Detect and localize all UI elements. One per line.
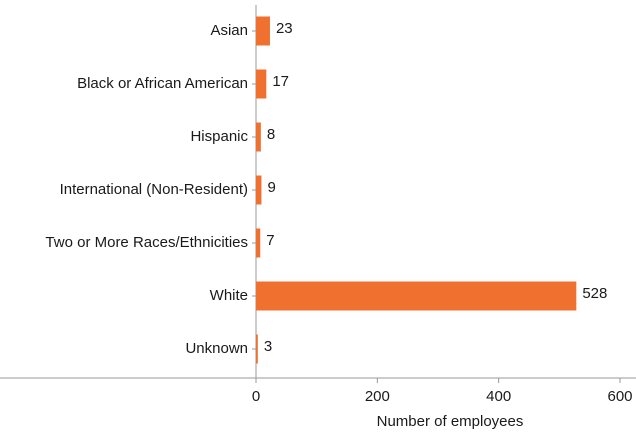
bar — [256, 122, 261, 152]
x-axis-title: Number of employees — [377, 413, 524, 430]
data-label: 8 — [267, 126, 275, 143]
data-label: 3 — [264, 338, 272, 355]
bar — [256, 16, 270, 46]
data-label: 23 — [276, 20, 293, 37]
category-label: Black or African American — [77, 75, 248, 92]
category-label: Two or More Races/Ethnicities — [45, 234, 248, 251]
category-labels-group: Asian Black or African American Hispanic In… — [45, 22, 248, 357]
category-label: White — [210, 287, 248, 304]
category-label: Asian — [210, 22, 248, 39]
x-tick-label: 400 — [486, 388, 511, 405]
data-label: 9 — [267, 179, 275, 196]
bar — [256, 281, 577, 311]
bar — [256, 69, 267, 99]
x-axis: 0 200 400 600 — [252, 378, 633, 405]
x-tick-label: 0 — [252, 388, 260, 405]
category-label: International (Non-Resident) — [60, 181, 248, 198]
data-label: 528 — [582, 285, 607, 302]
x-tick-label: 200 — [365, 388, 390, 405]
data-label: 7 — [266, 232, 274, 249]
bar — [256, 334, 258, 364]
data-labels-group: 23 17 8 9 7 528 3 — [264, 20, 608, 355]
bars-group — [256, 16, 577, 364]
data-label: 17 — [272, 73, 289, 90]
category-label: Hispanic — [190, 128, 248, 145]
category-label: Unknown — [185, 340, 248, 357]
bar — [256, 175, 262, 205]
bar — [256, 228, 261, 258]
x-tick-label: 600 — [607, 388, 632, 405]
